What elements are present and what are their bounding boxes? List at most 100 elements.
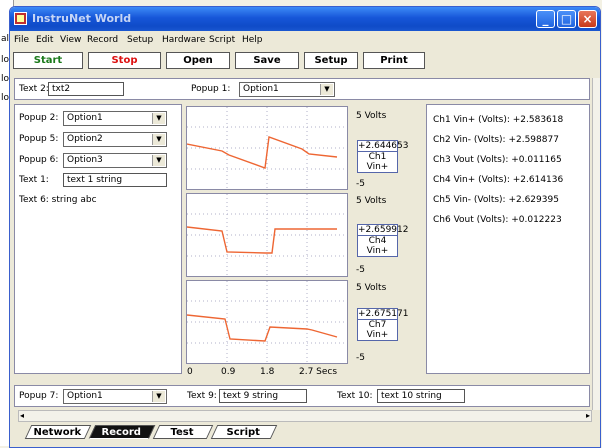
chevron-down-icon: ▼: [152, 113, 165, 124]
plot1-readout: +2.644653 Ch1 Vin+: [357, 140, 408, 173]
plot-graph: [187, 194, 347, 276]
text10-field[interactable]: text 10 string: [377, 389, 465, 403]
page-tabs: Network Record Test Script: [18, 423, 592, 447]
title-bar[interactable]: InstruNet World _ □ ×: [10, 7, 600, 31]
popup5-label: Popup 5:: [19, 134, 59, 144]
popup7-label: Popup 7:: [19, 391, 59, 401]
plot-channel-1[interactable]: [186, 106, 348, 190]
plot2-readout: +2.659912 Ch4 Vin+: [357, 224, 408, 257]
plot-graph: [187, 107, 347, 189]
chevron-down-icon: ▼: [152, 155, 165, 166]
popup7-select[interactable]: Option1 ▼: [63, 389, 167, 404]
text2-field[interactable]: txt2: [48, 82, 124, 96]
chevron-down-icon: ▼: [152, 391, 165, 402]
background-fragment: lo: [1, 74, 10, 84]
stat-line: Ch4 Vin+ (Volts): +2.614136: [433, 175, 564, 185]
menu-help[interactable]: Help: [242, 35, 263, 45]
maximize-button[interactable]: □: [557, 10, 576, 28]
channel-stats-panel: Ch1 Vin+ (Volts): +2.583618 Ch2 Vin- (Vo…: [426, 104, 590, 374]
plot3-bottom-label: -5: [356, 353, 365, 363]
x-tick: 2.7 Secs: [299, 367, 338, 377]
stat-line: Ch3 Vout (Volts): +0.011165: [433, 155, 562, 165]
popup2-value: Option1: [67, 113, 103, 123]
popup1-label: Popup 1:: [191, 84, 231, 94]
app-icon[interactable]: [14, 12, 27, 25]
text1-field[interactable]: text 1 string: [63, 173, 167, 187]
tab-label: Test: [171, 427, 195, 438]
menu-bar: File Edit View Record Setup Hardware Scr…: [10, 31, 600, 51]
menu-setup[interactable]: Setup: [127, 35, 154, 45]
horizontal-scrollbar[interactable]: ◂ ▸: [18, 410, 592, 422]
popup1-select[interactable]: Option1 ▼: [239, 82, 335, 97]
x-tick: 0: [187, 367, 193, 377]
scroll-right-arrow-icon[interactable]: ▸: [585, 411, 590, 420]
plot1-channel: Ch1 Vin+: [366, 152, 389, 172]
open-button[interactable]: Open: [166, 52, 230, 69]
text9-label: Text 9:: [187, 391, 217, 401]
tab-record[interactable]: Record: [88, 425, 156, 439]
vertical-scrollbar[interactable]: [592, 78, 600, 410]
menu-hardware[interactable]: Hardware: [162, 35, 206, 45]
plot3-readout: +2.675171 Ch7 Vin+: [357, 308, 409, 341]
text10-label: Text 10:: [337, 391, 373, 401]
bottom-controls-panel: Popup 7: Option1 ▼ Text 9: text 9 string…: [14, 385, 590, 407]
top-controls-panel: Text 2: txt2 Popup 1: Option1 ▼: [14, 78, 590, 100]
tab-label: Script: [226, 427, 261, 438]
start-button[interactable]: Start: [13, 52, 83, 69]
tab-label: Network: [33, 427, 82, 438]
close-button[interactable]: ×: [578, 10, 597, 28]
plot3-channel: Ch7 Vin+: [366, 320, 389, 340]
tab-network[interactable]: Network: [24, 425, 92, 439]
setup-button[interactable]: Setup: [304, 52, 358, 69]
menu-file[interactable]: File: [14, 35, 30, 45]
tab-label: Record: [101, 427, 142, 438]
chevron-down-icon: ▼: [320, 84, 333, 95]
scroll-left-arrow-icon[interactable]: ◂: [20, 411, 25, 420]
tab-test[interactable]: Test: [152, 425, 214, 439]
popup5-value: Option2: [67, 134, 103, 144]
popup6-select[interactable]: Option3 ▼: [63, 153, 167, 168]
plot2-bottom-label: -5: [356, 265, 365, 275]
plot3-value: +2.675171: [358, 309, 409, 320]
x-tick: 1.8: [260, 367, 275, 377]
plot3-top-label: 5 Volts: [356, 283, 387, 293]
menu-script[interactable]: Script: [209, 35, 236, 45]
popup5-select[interactable]: Option2 ▼: [63, 132, 167, 147]
plot-channel-7[interactable]: [186, 280, 348, 364]
toolbar: Start Stop Open Save Setup Print: [10, 52, 600, 72]
menu-view[interactable]: View: [60, 35, 82, 45]
stat-line: Ch6 Vout (Volts): +0.012223: [433, 215, 562, 225]
popup6-label: Popup 6:: [19, 155, 59, 165]
stat-line: Ch2 Vin- (Volts): +2.598877: [433, 135, 559, 145]
background-fragment: al: [1, 34, 10, 44]
text9-field[interactable]: text 9 string: [219, 389, 307, 403]
popup6-value: Option3: [67, 155, 103, 165]
popup2-select[interactable]: Option1 ▼: [63, 111, 167, 126]
stat-line: Ch1 Vin+ (Volts): +2.583618: [433, 115, 564, 125]
popup7-value: Option1: [67, 391, 103, 401]
print-button[interactable]: Print: [363, 52, 425, 69]
text6-label: Text 6: string abc: [19, 195, 97, 205]
x-tick: 0.9: [221, 367, 236, 377]
plot2-top-label: 5 Volts: [356, 196, 387, 206]
minimize-button[interactable]: _: [536, 10, 555, 28]
menu-record[interactable]: Record: [87, 35, 119, 45]
stop-button[interactable]: Stop: [88, 52, 161, 69]
left-controls-panel: Popup 2: Option1 ▼ Popup 5: Option2 ▼ Po…: [14, 104, 182, 374]
plot1-bottom-label: -5: [356, 179, 365, 189]
text2-label: Text 2:: [19, 84, 49, 94]
background-fragment: lo: [1, 93, 10, 103]
save-button[interactable]: Save: [235, 52, 299, 69]
popup2-label: Popup 2:: [19, 113, 59, 123]
stat-line: Ch5 Vin- (Volts): +2.629395: [433, 195, 559, 205]
plot-channel-4[interactable]: [186, 193, 348, 277]
popup1-value: Option1: [243, 84, 279, 94]
chevron-down-icon: ▼: [152, 134, 165, 145]
plot1-top-label: 5 Volts: [356, 111, 387, 121]
plot2-channel: Ch4 Vin+: [366, 236, 389, 256]
background-fragment: lo: [1, 55, 10, 65]
window-title: InstruNet World: [32, 12, 132, 25]
tab-script[interactable]: Script: [210, 425, 278, 439]
main-window: InstruNet World _ □ × File Edit View Rec…: [9, 6, 601, 448]
menu-edit[interactable]: Edit: [36, 35, 54, 45]
